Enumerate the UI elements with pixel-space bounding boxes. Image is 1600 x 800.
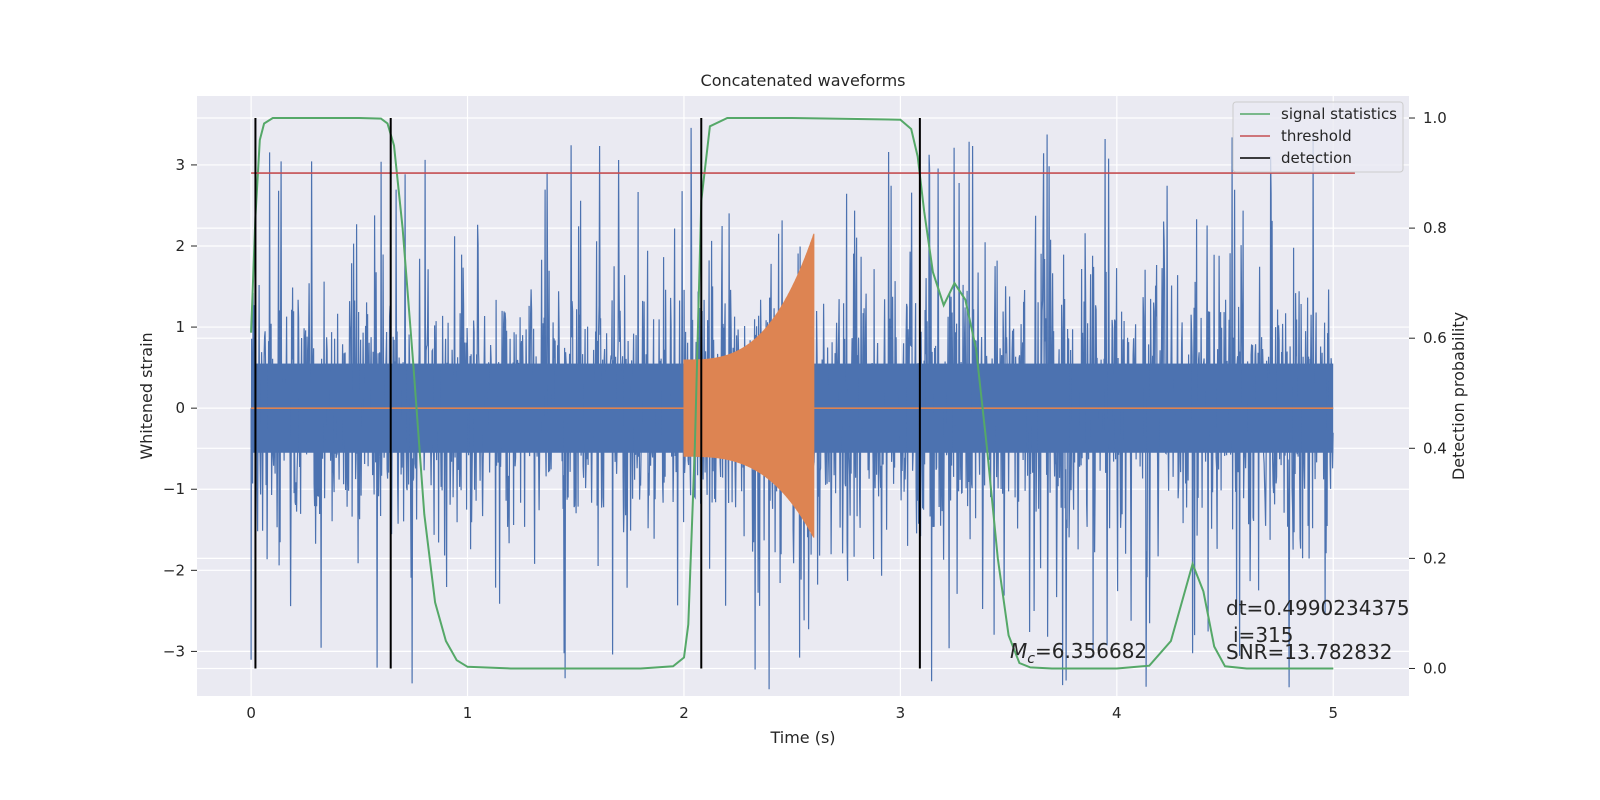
y-tick-label: −1 [163, 480, 185, 498]
y-axis-label: Whitened strain [137, 332, 156, 459]
legend-label-signal-statistics: signal statistics [1281, 105, 1397, 123]
signal-chirp [683, 233, 815, 538]
right-y-tick-label: 1.0 [1423, 109, 1447, 127]
right-y-tick-label: 0.8 [1423, 219, 1447, 237]
y-tick-label: 0 [175, 399, 185, 417]
right-y-axis-label: Detection probability [1449, 312, 1468, 480]
detection-series [254, 118, 921, 669]
y-tick-label: 1 [175, 318, 185, 336]
y-tick-label: −3 [163, 642, 185, 660]
snr-annotation: SNR=13.782832 [1226, 640, 1392, 664]
right-y-tick-label: 0.6 [1423, 329, 1447, 347]
x-tick-label: 3 [896, 704, 906, 722]
x-tick-label: 4 [1112, 704, 1122, 722]
legend: signal statistics threshold detection [1232, 101, 1404, 173]
y-tick-label: −2 [163, 561, 185, 579]
legend-label-detection: detection [1281, 149, 1352, 167]
mc-symbol: M [1010, 639, 1027, 663]
y-tick-label: 2 [175, 237, 185, 255]
right-y-axis-ticks: 0.0 0.2 0.4 0.6 0.8 1.0 [1409, 109, 1447, 677]
right-y-tick-label: 0.0 [1423, 659, 1447, 677]
mc-annotation: Mc=6.356682 [1010, 639, 1147, 667]
index-annotation: i=315 [1233, 623, 1294, 647]
mc-subscript: c [1027, 651, 1035, 667]
mc-value: =6.356682 [1035, 639, 1147, 663]
svg-text:Mc=6.356682: Mc=6.356682 [1010, 639, 1147, 667]
y-tick-label: 3 [175, 156, 185, 174]
x-tick-label: 1 [463, 704, 473, 722]
dt-annotation: dt=0.4990234375 [1226, 596, 1410, 620]
x-tick-label: 5 [1328, 704, 1338, 722]
x-axis-ticks: 0 1 2 3 4 5 [246, 704, 1338, 722]
right-y-tick-label: 0.2 [1423, 549, 1447, 567]
x-tick-label: 2 [679, 704, 689, 722]
y-axis-ticks: −3 −2 −1 0 1 2 3 [163, 156, 197, 660]
legend-label-threshold: threshold [1281, 127, 1352, 145]
legend-box [1232, 101, 1404, 173]
x-tick-label: 0 [246, 704, 256, 722]
x-axis-label: Time (s) [769, 728, 835, 747]
chart-title: Concatenated waveforms [701, 71, 906, 90]
injected-signal-series [251, 233, 1334, 538]
signal-statistics-line [250, 117, 1334, 670]
signal-statistics-series [250, 117, 1334, 670]
right-y-tick-label: 0.4 [1423, 439, 1447, 457]
